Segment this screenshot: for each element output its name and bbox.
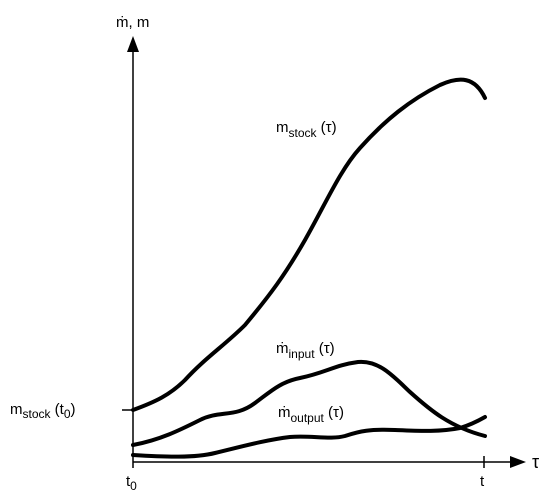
y-axis-label: ṁ, m — [116, 14, 149, 31]
label-sub: output — [291, 411, 325, 425]
label-main: ṁ — [278, 404, 291, 421]
curve-label: ṁoutput (τ) — [278, 404, 344, 425]
label-main: m — [10, 401, 23, 418]
x-end-label: t — [480, 473, 485, 490]
curve-label: ṁinput (τ) — [276, 340, 335, 361]
x-axis-label: τ — [532, 452, 539, 472]
x-start-label: t0 — [126, 473, 137, 493]
label-main: t — [126, 473, 131, 490]
label-main: ṁ — [276, 340, 289, 357]
label-sub: input — [289, 347, 316, 361]
label-sub: stock — [289, 126, 318, 140]
label-sub: stock — [23, 407, 52, 421]
label-main: m — [276, 119, 289, 136]
label-sub: 0 — [64, 407, 71, 421]
x-arrow — [510, 456, 526, 468]
curve-label: mstock (τ) — [276, 119, 337, 140]
y-marker-label: mstock (t0) — [10, 401, 76, 421]
label-sub: 0 — [130, 479, 137, 493]
label-suffix: (τ) — [324, 404, 344, 421]
y-arrow — [127, 36, 139, 52]
label-suffix: (t — [51, 401, 65, 418]
label-suffix: (τ) — [317, 119, 337, 136]
curve-stock — [131, 77, 487, 412]
curve-output — [131, 415, 487, 459]
label-close: ) — [71, 401, 76, 418]
label-suffix: (τ) — [315, 340, 335, 357]
curve-input — [131, 359, 487, 447]
